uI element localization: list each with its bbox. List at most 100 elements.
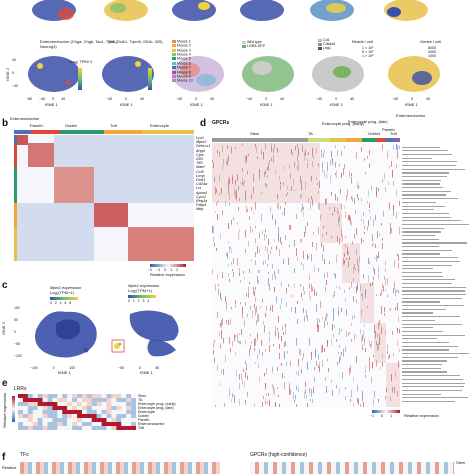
y-tick: 40	[12, 58, 16, 62]
panel-c-right-map	[111, 310, 179, 357]
legend-swatch	[172, 48, 176, 52]
x-tick: −80	[26, 97, 40, 101]
group-color-segment	[307, 138, 330, 142]
panel-e-group-label: Paneth	[138, 418, 150, 422]
x-tick: 0	[335, 97, 351, 101]
gpcr-gene-label-line	[402, 400, 455, 403]
colorbar-tick: 3	[142, 299, 148, 303]
reads-tick: 1 × 10⁵	[362, 54, 374, 58]
panel-e-group-label: Tuft	[138, 426, 145, 430]
panel-label-b: b	[2, 118, 9, 129]
gpcr-gene-label-line	[402, 268, 433, 270]
marker-legend: Cd1 Cdk4d4 Lrig1	[318, 38, 335, 50]
colorbar-tick: 0	[128, 299, 133, 303]
colorbar-tick: 0	[381, 414, 391, 418]
panel-b-group-bar	[14, 130, 194, 134]
gpcr-gene-label-line	[402, 157, 432, 159]
tsne-map-tuft	[102, 56, 154, 92]
legend-label: Mouse 1	[177, 39, 191, 44]
gpcr-gene-label-line	[402, 360, 447, 362]
reads-tick: 5 × 10⁵	[362, 50, 374, 54]
colorbar-tick: −1	[156, 268, 165, 272]
gpcr-gene-label-line	[402, 223, 469, 226]
mouse-legend-item: Mouse 4	[172, 53, 193, 57]
top-x-ticks-left: −80 −40 0 40	[26, 97, 65, 101]
panel-f-left-heatmap	[20, 462, 220, 474]
x-tick: 40	[350, 97, 355, 101]
tsne-map-mouse	[172, 56, 224, 92]
x-tick: −100	[30, 366, 53, 370]
colorbar-tick: 4	[59, 301, 65, 305]
gpcr-gene-label-line	[402, 235, 435, 237]
y-tick: −100	[14, 354, 22, 358]
legend-swatch	[172, 79, 176, 83]
panel-c-right-title: Mptx2 expression	[128, 283, 160, 288]
tsne-map-markers	[312, 56, 364, 92]
tsne-map-genes	[388, 56, 440, 92]
x-tick: 40	[140, 97, 145, 101]
legend-label: Mouse 10	[177, 78, 193, 83]
gpcr-gene-label-line	[402, 216, 451, 218]
gpcr-gene-label-line	[402, 242, 467, 244]
panel-d-group-label: Paneth	[382, 127, 395, 132]
gpcr-gene-label-line	[402, 327, 433, 329]
panel-d-group-label: TA	[308, 131, 313, 136]
top-x-ticks-2: −40 0 40	[176, 97, 214, 101]
colorbar-tick: 2	[54, 301, 60, 305]
gene-label: Gfi3	[196, 157, 203, 162]
genes-ticks: 8000 4000 1000	[428, 46, 436, 58]
panel-c-right-unit: Log₂(TPM+1)	[128, 288, 152, 293]
panel-d-title: GPCRs	[212, 120, 230, 126]
panel-label-c: c	[2, 280, 8, 291]
panel-d-colorbar	[372, 410, 400, 413]
gpcr-gene-label-line	[402, 198, 458, 200]
colorbar-tick: −2	[148, 268, 157, 272]
x-tick: −40	[246, 97, 266, 101]
colorbar-tick: 8	[69, 301, 72, 305]
gene-label: Manf	[196, 165, 205, 170]
gene-label: Fabp1	[196, 203, 207, 208]
gpcr-gene-label-line	[402, 205, 445, 207]
legend-label: Mouse 8	[177, 69, 191, 74]
legend-swatch	[172, 44, 176, 48]
gpcr-gene-label-line	[402, 212, 449, 215]
panel-f-left-ylabel: Relative	[2, 465, 17, 470]
gpcr-gene-label-line	[402, 323, 462, 325]
panel-c-left-colorbar	[50, 297, 78, 300]
gpcr-gene-label-line	[402, 172, 449, 174]
panel-b-colorbar-ticks: −2 −1 0 1 2	[148, 268, 178, 272]
panel-b-group-enterocyte: Enterocyte	[150, 123, 170, 128]
gene-label: Lyz1	[196, 136, 204, 140]
enteroendocrine-title: Enteroendocrine (Chga, Chgb, Tac1, Tph1,…	[40, 39, 117, 49]
panel-d-group-label: Stem	[250, 131, 260, 136]
legend-swatch	[172, 74, 176, 78]
mouse-legend-item: Mouse 2	[172, 44, 193, 48]
colorbar-tick: 0	[164, 268, 171, 272]
gpcr-gene-label-line	[402, 260, 460, 262]
gpcr-gene-label-line	[402, 305, 464, 307]
gpcr-gene-label-line	[402, 209, 434, 211]
tsne-map-top-6	[384, 0, 428, 21]
tsne-map-top-3	[172, 0, 216, 21]
tsne-map-top-1	[32, 0, 76, 21]
x-tick: 0	[411, 97, 427, 101]
panel-d-group-label: Enterocyte prog. (early)	[322, 121, 364, 126]
x-tick: 0	[125, 97, 141, 101]
panel-d-group-label: Tuft	[390, 131, 397, 136]
gpcr-gene-label-line	[402, 187, 443, 189]
panel-e-group-label: Enterocyte	[138, 410, 156, 414]
gpcr-gene-label-line	[402, 367, 441, 369]
gene-label: Cd24a	[196, 182, 208, 187]
gpcr-gene-label-line	[402, 356, 458, 358]
gpcr-gene-label-line	[402, 164, 456, 167]
gpcr-gene-label-line	[402, 249, 452, 251]
mouse-legend: Mouse 1 Mouse 2 Mouse 3 Mouse 4 Mouse 5 Mouse…	[172, 40, 193, 84]
gpcr-gene-label-line	[402, 220, 461, 222]
panel-e-group-label: Enterocyte prog. (late)	[138, 406, 174, 410]
gene-label: Lrmp	[196, 173, 205, 178]
gpcr-gene-label-line	[402, 375, 460, 377]
gpcr-gene-label-line	[402, 176, 447, 178]
legend-label: Mouse 7	[177, 65, 191, 70]
panel-b-group-enteroendocrine: Enteroendocrine	[10, 116, 40, 121]
gpcr-gene-label-line	[402, 231, 441, 233]
